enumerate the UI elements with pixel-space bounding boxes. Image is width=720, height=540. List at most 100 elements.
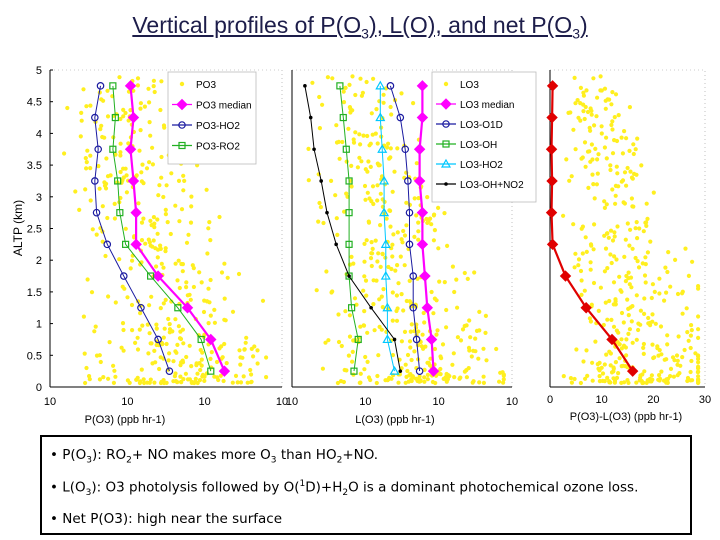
scatter-point: [85, 148, 90, 153]
scatter-point: [121, 348, 126, 353]
scatter-point: [422, 375, 427, 380]
scatter-point: [670, 355, 676, 360]
scatter-point: [127, 380, 132, 385]
scatter-point: [349, 163, 354, 168]
scatter-point: [335, 380, 340, 386]
data-point: [152, 270, 164, 282]
scatter-point: [597, 374, 602, 379]
scatter-point: [444, 377, 449, 383]
scatter-point: [388, 104, 393, 110]
scatter-point: [651, 190, 656, 195]
data-point: [336, 82, 344, 90]
scatter-point: [366, 159, 371, 164]
scatter-point: [624, 353, 629, 358]
data-point: [350, 367, 358, 375]
scatter-point: [422, 379, 427, 384]
scatter-point: [352, 296, 358, 301]
scatter-point: [365, 359, 370, 364]
scatter-point: [483, 313, 488, 318]
scatter-point: [152, 348, 157, 353]
scatter-point: [347, 313, 352, 318]
scatter-point: [678, 363, 683, 368]
scatter-point: [193, 379, 198, 384]
scatter-point: [87, 377, 92, 382]
scatter-point: [167, 322, 172, 327]
scatter-point: [609, 260, 614, 266]
scatter-point: [451, 351, 456, 356]
scatter-point: [636, 265, 642, 270]
scatter-point: [629, 196, 635, 201]
data-point: [404, 177, 412, 185]
data-point: [440, 98, 452, 110]
scatter-point: [194, 361, 199, 366]
scatter-point: [117, 257, 122, 262]
scatter-point: [368, 164, 373, 169]
scatter-point: [629, 319, 634, 324]
scatter-point: [212, 320, 217, 325]
scatter-point: [181, 188, 186, 193]
scatter-point: [159, 175, 164, 180]
scatter-point: [167, 351, 172, 356]
scatter-point: [661, 378, 667, 383]
scatter-point: [566, 110, 571, 115]
scatter-point: [650, 377, 655, 382]
scatter-point: [378, 264, 383, 269]
scatter-point: [608, 163, 613, 168]
scatter-point: [396, 380, 401, 385]
scatter-point: [154, 326, 159, 331]
scatter-point: [576, 257, 582, 262]
data-point: [375, 80, 386, 90]
scatter-point: [99, 123, 104, 128]
scatter-point: [377, 297, 382, 302]
scatter-point: [613, 193, 618, 198]
scatter-point: [135, 335, 140, 340]
scatter-point: [105, 215, 110, 221]
scatter-point: [219, 270, 225, 275]
scatter-point: [631, 142, 636, 147]
data-point: [369, 305, 373, 310]
scatter-point: [604, 352, 609, 357]
data-point: [545, 206, 558, 219]
data-point: [415, 367, 424, 375]
data-point: [375, 112, 386, 122]
scatter-point: [399, 91, 404, 96]
scatter-cloud-1: [62, 75, 269, 386]
scatter-point: [357, 132, 362, 137]
scatter-point: [340, 139, 345, 145]
note-1: • P(O3): RO2+ NO makes more O3 than HO2+…: [50, 447, 379, 466]
scatter-point: [611, 366, 616, 371]
scatter-point: [696, 356, 701, 362]
scatter-point: [100, 204, 105, 209]
scatter-point: [330, 76, 335, 81]
scatter-point: [605, 375, 610, 380]
scatter-point: [365, 190, 370, 195]
data-point: [308, 115, 313, 120]
scatter-point: [619, 380, 624, 385]
scatter-point: [175, 380, 180, 385]
scatter-point: [154, 322, 159, 327]
data-point: [405, 240, 414, 249]
scatter-point: [627, 148, 632, 153]
scatter-point: [582, 140, 588, 145]
scatter-point: [602, 205, 608, 210]
scatter-point: [177, 219, 182, 224]
scatter-point: [573, 147, 578, 152]
data-point: [416, 206, 429, 219]
scatter-point: [642, 273, 648, 278]
scatter-point: [434, 332, 439, 337]
scatter-point: [387, 208, 392, 213]
scatter-point: [581, 90, 586, 95]
scatter-point: [189, 194, 194, 199]
scatter-point: [82, 351, 87, 356]
scatter-point: [77, 207, 82, 212]
scatter-point: [444, 371, 449, 377]
scatter-point: [437, 279, 442, 284]
scatter-point: [375, 198, 380, 203]
scatter-point: [390, 189, 395, 194]
scatter-point: [339, 343, 344, 349]
scatter-point: [634, 380, 639, 385]
scatter-point: [128, 108, 133, 113]
scatter-point: [362, 309, 367, 314]
scatter-point: [658, 324, 664, 329]
scatter-point: [696, 314, 701, 319]
